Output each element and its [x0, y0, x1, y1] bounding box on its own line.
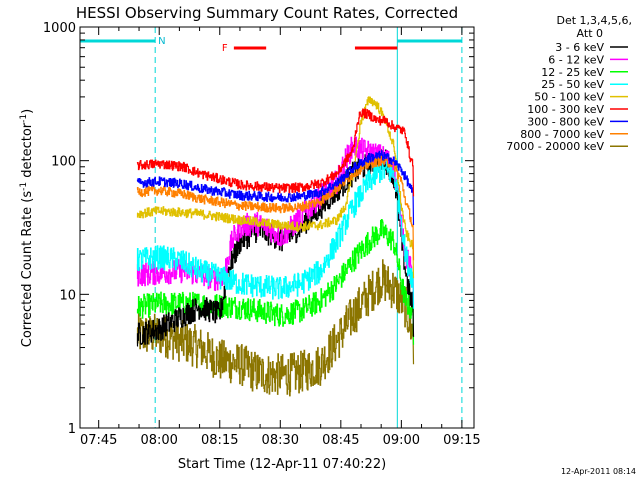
series-line-6: [136, 108, 415, 197]
legend-header-line-2: Att 0: [577, 27, 603, 40]
axis-ticks: 07:45 08:00 08:15 08:30 08:45 09:00 09:15 1 10 10…: [43, 21, 481, 448]
legend-header-line-1: Det 1,3,4,5,6,: [556, 14, 632, 27]
legend-label-3: 12 - 25 keV: [541, 66, 604, 79]
x-tick-label-1: 07:45: [80, 433, 117, 448]
series-line-3: [136, 219, 415, 345]
y-axis-label-mid: detector: [20, 122, 35, 182]
y-axis-label-main: Corrected Count Rate (s: [20, 191, 35, 348]
x-tick-label-4: 08:30: [262, 433, 299, 448]
x-axis-label: Start Time (12-Apr-11 07:40:22): [178, 457, 386, 472]
legend-label-4: 25 - 50 keV: [541, 78, 604, 91]
legend-label-8: 800 - 7000 keV: [520, 128, 604, 141]
y-tick-label-2: 10: [59, 288, 76, 303]
x-tick-label-3: 08:15: [201, 433, 238, 448]
series-line-5: [136, 96, 415, 279]
x-tick-label-7: 09:15: [443, 433, 480, 448]
y-axis-label-sup1: -1: [19, 182, 29, 191]
y-axis-label-sup2: -1: [19, 114, 29, 123]
series-line-4: [136, 158, 415, 309]
series-line-7: [136, 150, 415, 226]
flare-marker-label: F: [222, 43, 228, 54]
x-tick-label-5: 08:45: [322, 433, 359, 448]
legend-label-9: 7000 - 20000 keV: [506, 140, 604, 153]
series-line-9: [136, 259, 415, 397]
plot-frame: [79, 26, 475, 429]
legend-label-6: 100 - 300 keV: [527, 103, 604, 116]
legend-label-5: 50 - 100 keV: [534, 91, 604, 104]
series-line-8: [136, 155, 415, 261]
date-stamp: 12-Apr-2011 08:14: [561, 467, 636, 476]
legend-label-1: 3 - 6 keV: [555, 41, 604, 54]
legend-label-7: 300 - 800 keV: [527, 115, 604, 128]
night-interval-label: N: [158, 36, 165, 47]
y-axis-label: Corrected Count Rate (s-1 detector-1): [19, 109, 35, 347]
y-axis-label-end: ): [20, 109, 35, 114]
plot-area: NF: [80, 27, 463, 428]
y-tick-label-3: 100: [51, 155, 76, 170]
y-tick-label-4: 1000: [43, 21, 76, 36]
chart-title: HESSI Observing Summary Count Rates, Cor…: [76, 4, 458, 22]
x-tick-label-2: 08:00: [140, 433, 177, 448]
legend-label-2: 6 - 12 keV: [548, 53, 604, 66]
y-tick-label-1: 1: [68, 422, 76, 437]
x-tick-label-6: 09:00: [383, 433, 420, 448]
